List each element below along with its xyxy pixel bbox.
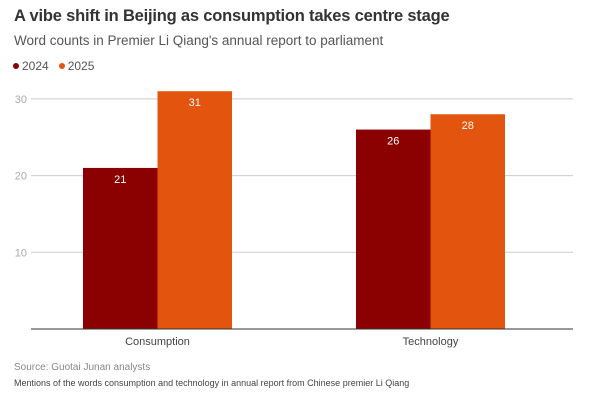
chart-title: A vibe shift in Beijing as consumption t… bbox=[14, 7, 450, 25]
legend-item-2025: 2025 bbox=[58, 59, 95, 73]
bar-value-label: 28 bbox=[462, 120, 474, 132]
bar-technology-2024 bbox=[356, 129, 431, 329]
y-tick-label: 30 bbox=[15, 94, 27, 106]
note-text: Mentions of the words consumption and te… bbox=[14, 378, 410, 388]
legend: 2024 2025 bbox=[13, 59, 94, 73]
bar-consumption-2025 bbox=[157, 91, 232, 329]
y-tick-label: 10 bbox=[15, 247, 27, 259]
chart-subtitle: Word counts in Premier Li Qiang's annual… bbox=[14, 33, 384, 48]
y-tick-label: 20 bbox=[15, 171, 27, 183]
bar-consumption-2024 bbox=[83, 167, 158, 329]
x-tick-label: Technology bbox=[403, 336, 459, 348]
bar-value-label: 26 bbox=[387, 136, 399, 148]
legend-dot-2025 bbox=[58, 63, 65, 69]
bar-value-label: 31 bbox=[189, 97, 201, 109]
source-text: Source: Guotai Junan analysts bbox=[14, 362, 151, 373]
x-tick-label: Consumption bbox=[125, 336, 190, 348]
legend-label-2024: 2024 bbox=[22, 59, 49, 73]
bar-technology-2025 bbox=[430, 114, 505, 330]
bar-value-label: 21 bbox=[114, 174, 126, 186]
legend-dot-2024 bbox=[13, 63, 19, 69]
legend-label-2025: 2025 bbox=[67, 59, 95, 73]
legend-item-2024: 2024 bbox=[13, 59, 49, 73]
